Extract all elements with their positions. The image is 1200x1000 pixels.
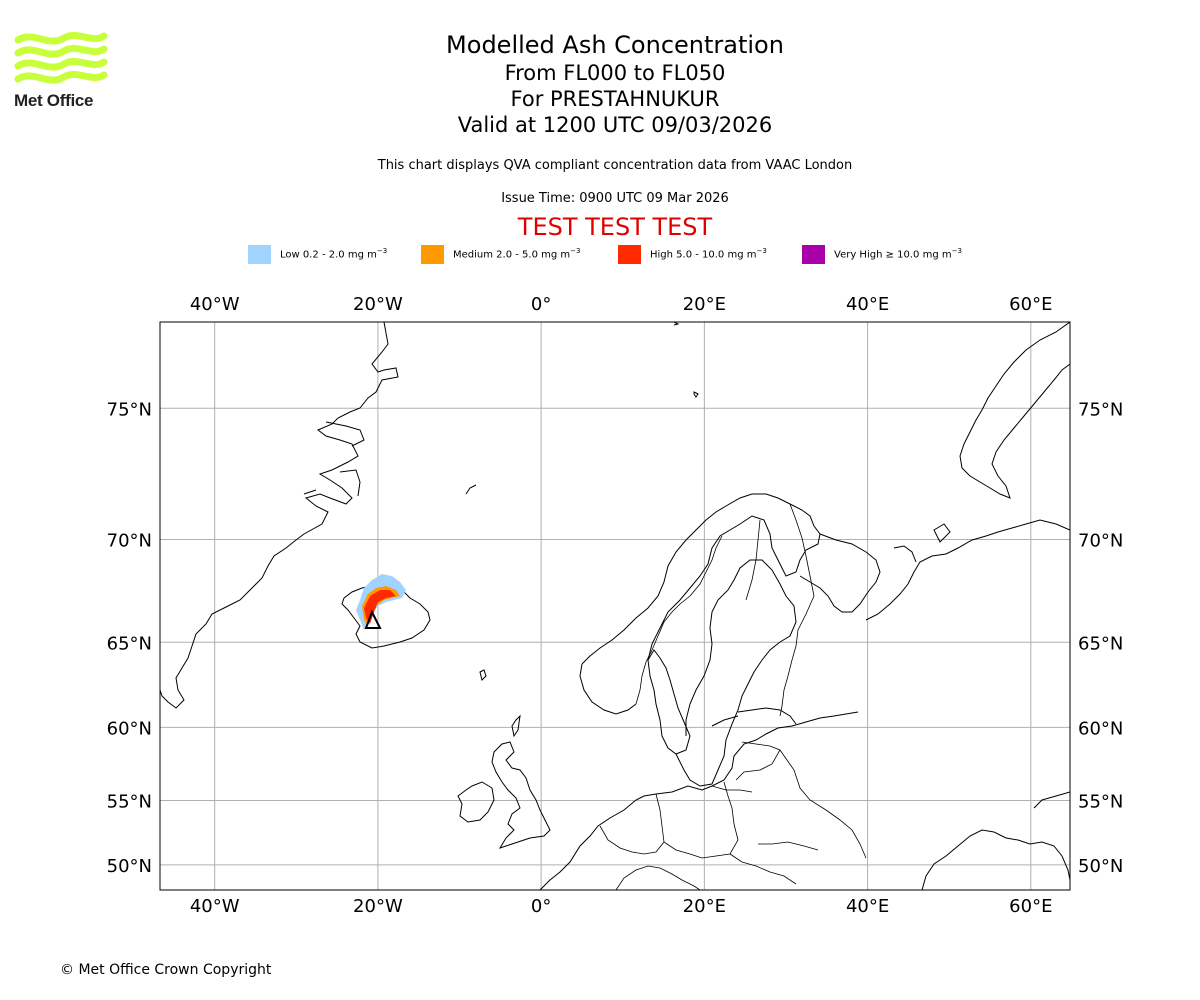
logo-wave (14, 57, 108, 71)
lon-label-top: 40°W (190, 294, 240, 315)
coast-greenland-fjord (303, 421, 365, 497)
legend-label-very-high: Very High ≥ 10.0 mg m−3 (834, 247, 962, 261)
coast-great-britain (491, 741, 551, 849)
issue-time: Issue Time: 0900 UTC 09 Mar 2026 (501, 191, 729, 206)
logo-wave (14, 31, 108, 45)
legend-item-very-high: Very High ≥ 10.0 mg m−3 (802, 244, 962, 264)
lat-label-right: 55°N (1078, 791, 1123, 812)
coast-kanin (893, 523, 951, 563)
chart-title: Modelled Ash Concentration (446, 31, 784, 59)
logo-text: Met Office (14, 91, 94, 110)
lon-label-bottom: 40°E (846, 896, 889, 917)
lat-label-left: 60°N (107, 718, 152, 739)
lat-label-right: 50°N (1078, 856, 1123, 877)
lon-label-top: 20°E (683, 294, 726, 315)
border-belarus-russia (758, 749, 867, 859)
coast-baltic (675, 559, 797, 787)
legend-label-high: High 5.0 - 10.0 mg m−3 (650, 247, 767, 261)
coast-svalbard (673, 322, 680, 326)
legend-label-low: Low 0.2 - 2.0 mg m−3 (280, 247, 388, 261)
lon-label-bottom: 20°E (683, 896, 726, 917)
met-office-waves-icon (14, 31, 108, 84)
lon-label-top: 60°E (1009, 294, 1052, 315)
coast-greenland (160, 322, 399, 709)
lat-label-left: 70°N (107, 530, 152, 551)
coast-shetland (511, 714, 521, 738)
legend-swatch-low (248, 244, 271, 264)
map-frame (159, 321, 1071, 891)
ash-high (364, 590, 396, 624)
volcano-name: For PRESTAHNUKUR (510, 87, 720, 111)
graticule (160, 322, 1070, 890)
coast-arkhangelsk (865, 519, 1070, 621)
coast-novaya-zemlya (959, 322, 1070, 499)
coast-gulf-of-finland (711, 707, 797, 727)
test-banner: TEST TEST TEST (517, 213, 713, 241)
volcano-marker (364, 609, 382, 629)
lat-label-right: 65°N (1078, 633, 1123, 654)
border-baltics (711, 741, 781, 793)
legend: Low 0.2 - 2.0 mg m−3 Medium 2.0 - 5.0 mg… (248, 244, 962, 264)
coast-norway (581, 493, 821, 755)
lon-label-bottom: 0° (531, 896, 551, 917)
copyright: © Met Office Crown Copyright (60, 962, 272, 978)
lat-label-left: 65°N (107, 633, 152, 654)
ash-plume (356, 574, 406, 630)
coast-jan-mayen (465, 484, 477, 495)
lat-label-left: 75°N (107, 399, 152, 420)
title-block: Modelled Ash Concentration From FL000 to… (315, 30, 915, 138)
axis-labels: 40°W 40°W 20°W 20°W 0° 0° 20°E 20°E 40°E 40°E 60°E… (107, 294, 1124, 917)
coast-faroes (479, 669, 487, 681)
flight-levels: From FL000 to FL050 (504, 61, 726, 85)
legend-item-low: Low 0.2 - 2.0 mg m−3 (248, 244, 421, 264)
legend-item-medium: Medium 2.0 - 5.0 mg m−3 (421, 244, 618, 264)
borders (599, 503, 867, 890)
lon-label-bottom: 40°W (190, 896, 240, 917)
coast-bear-island (693, 391, 699, 398)
logo-wave (14, 44, 108, 58)
border-central-europe (599, 781, 797, 890)
coast-caspian-north (921, 829, 1070, 890)
qva-note: This chart displays QVA compliant concen… (377, 158, 853, 173)
border-norway-sweden (635, 535, 723, 705)
lon-label-bottom: 20°W (353, 896, 403, 917)
valid-time: Valid at 1200 UTC 09/03/2026 (457, 113, 773, 137)
lat-label-left: 55°N (107, 791, 152, 812)
coast-norway-south (579, 663, 637, 715)
coast-ireland (457, 781, 495, 823)
lat-label-right: 60°N (1078, 718, 1123, 739)
legend-swatch-high (618, 244, 641, 264)
legend-swatch-medium (421, 244, 444, 264)
legend-item-high: High 5.0 - 10.0 mg m−3 (618, 244, 802, 264)
coastlines (160, 322, 1070, 890)
lon-label-top: 20°W (353, 294, 403, 315)
coast-continent (539, 711, 859, 890)
border-finland-russia (779, 503, 815, 717)
lon-label-bottom: 60°E (1009, 896, 1052, 917)
coast-urals (1033, 791, 1070, 809)
lon-label-top: 0° (531, 294, 551, 315)
lat-label-right: 75°N (1078, 399, 1123, 420)
border-sweden-finland (745, 519, 761, 601)
legend-swatch-very-high (802, 244, 825, 264)
coast-kola (799, 533, 881, 613)
logo-wave (14, 70, 108, 84)
lat-label-right: 70°N (1078, 530, 1123, 551)
met-office-logo: Met Office (14, 30, 108, 112)
lat-label-left: 50°N (107, 856, 152, 877)
lon-label-top: 40°E (846, 294, 889, 315)
legend-label-medium: Medium 2.0 - 5.0 mg m−3 (453, 247, 581, 261)
